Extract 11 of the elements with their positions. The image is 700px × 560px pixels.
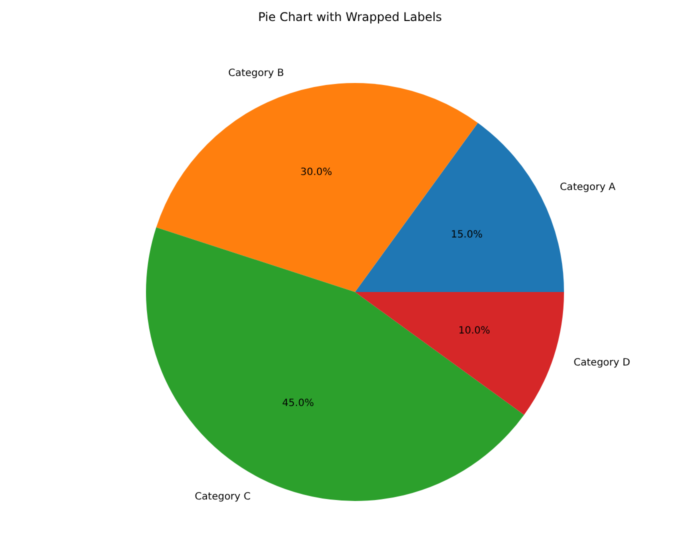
data-label: 30.0% [300, 167, 332, 178]
pie-slice [355, 292, 564, 415]
data-label: 45.0% [282, 398, 314, 410]
slice-label: Category B [228, 68, 284, 79]
chart-title: Pie Chart with Wrapped Labels [257, 10, 443, 24]
slice-label: Category D [574, 358, 631, 369]
data-label: 15.0% [450, 230, 483, 241]
pie-slice [146, 227, 524, 501]
slice-label: Category C [194, 491, 251, 502]
slice-label: Category A [560, 182, 616, 194]
data-label: 10.0% [458, 325, 490, 336]
